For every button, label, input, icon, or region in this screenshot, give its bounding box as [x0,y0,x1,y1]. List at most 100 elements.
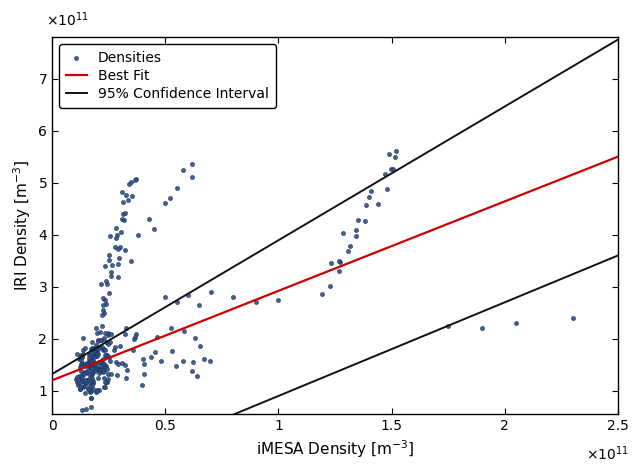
Densities [104,289,114,297]
Densities [96,362,106,369]
Densities [353,217,363,224]
Densities [97,322,108,329]
Densities [120,375,131,382]
Densities [85,351,95,359]
Densities [75,385,85,393]
Densities [119,216,129,224]
Densities [74,378,84,385]
Densities [103,341,113,348]
Densities [120,331,130,338]
Densities [77,372,87,379]
Densities [83,358,93,365]
Densities [80,379,90,387]
Densities [388,165,398,173]
Densities [100,363,111,370]
Densities [91,347,101,354]
Densities [96,280,106,288]
Densities [86,361,97,369]
Densities [91,388,101,395]
Densities [85,387,95,394]
Densities [164,194,175,202]
Densities [117,359,127,367]
Densities [102,351,112,359]
Densities [82,361,92,368]
Densities [106,370,116,377]
Densities [129,333,140,340]
Densities [87,356,97,363]
Densities [99,361,109,368]
Densities [98,363,108,371]
Densities [89,353,99,361]
Densities [149,226,159,233]
Densities [83,364,93,371]
Densities [90,368,100,375]
Densities [92,330,102,337]
Densities [76,363,86,370]
Densities [98,360,108,368]
Densities [86,364,96,371]
Text: $\times 10^{11}$: $\times 10^{11}$ [47,11,90,29]
Densities [76,375,86,382]
Densities [113,254,124,262]
Densities [79,389,90,397]
Densities [99,334,109,342]
Densities [273,296,284,304]
Densities [106,331,116,338]
Densities [167,347,177,354]
Densities [75,385,85,393]
Densities [74,372,84,379]
Densities [113,273,123,281]
Densities [342,247,353,254]
Densities [76,351,86,359]
Densities [77,353,87,361]
Densities [80,382,90,389]
Densities [83,368,93,376]
Densities [94,343,104,350]
Densities [92,387,102,395]
Densities [139,360,149,368]
Densities [103,329,113,336]
Densities [385,165,396,173]
Densities [100,346,110,353]
Densities [87,344,97,352]
Densities [81,405,91,413]
Densities [111,359,121,366]
Densities [334,257,344,265]
Text: $\times 10^{11}$: $\times 10^{11}$ [586,444,629,463]
Densities [95,328,105,335]
Densities [100,296,110,303]
Densities [195,342,205,350]
Densities [101,339,111,346]
Densities [86,346,96,353]
Densities [92,346,102,354]
Densities [160,200,170,207]
Densities [172,298,182,306]
Densities [77,359,88,367]
Densities [120,246,130,254]
Densities [94,359,104,366]
Densities [92,364,102,371]
Densities [79,368,90,376]
Densities [138,370,148,377]
Densities [373,200,383,208]
Densities [93,359,104,366]
Densities [97,311,107,318]
Densities [81,368,91,376]
Densities [99,374,109,382]
Densities [93,336,103,344]
Densities [84,375,94,382]
Densities [120,210,130,217]
Densities [88,348,99,356]
Densities [98,347,108,354]
Densities [105,338,115,345]
Densities [178,357,188,365]
Densities [89,348,99,355]
Densities [100,329,110,336]
Densities [88,345,99,352]
Densities [76,406,86,414]
Densities [75,364,85,371]
Densities [88,363,99,371]
Densities [96,336,106,343]
Densities [138,356,148,363]
Densities [76,360,86,368]
